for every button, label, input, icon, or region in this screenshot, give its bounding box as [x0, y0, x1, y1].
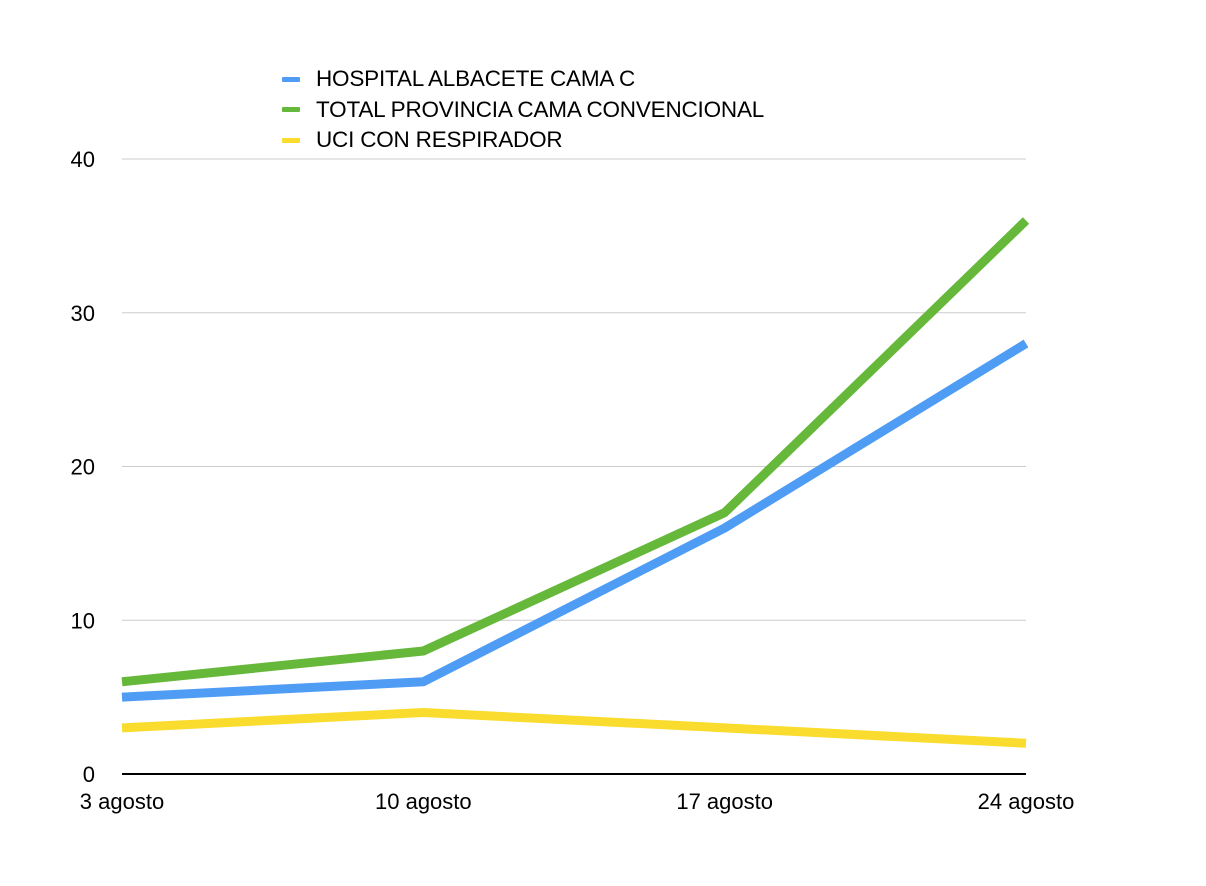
x-tick-label: 10 agosto	[375, 789, 472, 814]
y-tick-label: 0	[83, 762, 95, 787]
y-tick-label: 10	[71, 608, 95, 633]
legend-item-uci-respirador: UCI CON RESPIRADOR	[282, 125, 764, 156]
grid-lines	[122, 158, 1026, 621]
x-tick-label: 17 agosto	[676, 789, 773, 814]
series-lines	[121, 217, 1030, 748]
legend-swatch-uci-respirador	[282, 137, 300, 143]
x-tick-label: 24 agosto	[978, 789, 1075, 814]
y-tick-label: 30	[71, 301, 95, 326]
y-axis-ticks: 0 10 20 30 40	[71, 147, 95, 787]
series-line-2	[121, 708, 1027, 748]
legend-item-total-provincia: TOTAL PROVINCIA CAMA CONVENCIONAL	[282, 95, 764, 126]
legend-label-total-provincia: TOTAL PROVINCIA CAMA CONVENCIONAL	[316, 96, 765, 122]
x-axis-ticks: 3 agosto 10 agosto 17 agosto 24 agosto	[80, 789, 1075, 814]
series-line-1	[121, 217, 1030, 687]
y-tick-label: 20	[71, 455, 95, 480]
legend-label-uci-respirador: UCI CON RESPIRADOR	[316, 127, 563, 153]
legend-swatch-total-provincia	[282, 107, 300, 113]
series-line-0	[121, 339, 1029, 702]
legend: HOSPITAL ALBACETE CAMA C TOTAL PROVINCIA…	[282, 64, 764, 156]
legend-label-hospital-albacete: HOSPITAL ALBACETE CAMA C	[316, 66, 636, 92]
legend-swatch-hospital-albacete	[282, 76, 300, 82]
legend-item-hospital-albacete: HOSPITAL ALBACETE CAMA C	[282, 64, 764, 95]
x-tick-label: 3 agosto	[80, 789, 164, 814]
y-tick-label: 40	[71, 147, 95, 172]
